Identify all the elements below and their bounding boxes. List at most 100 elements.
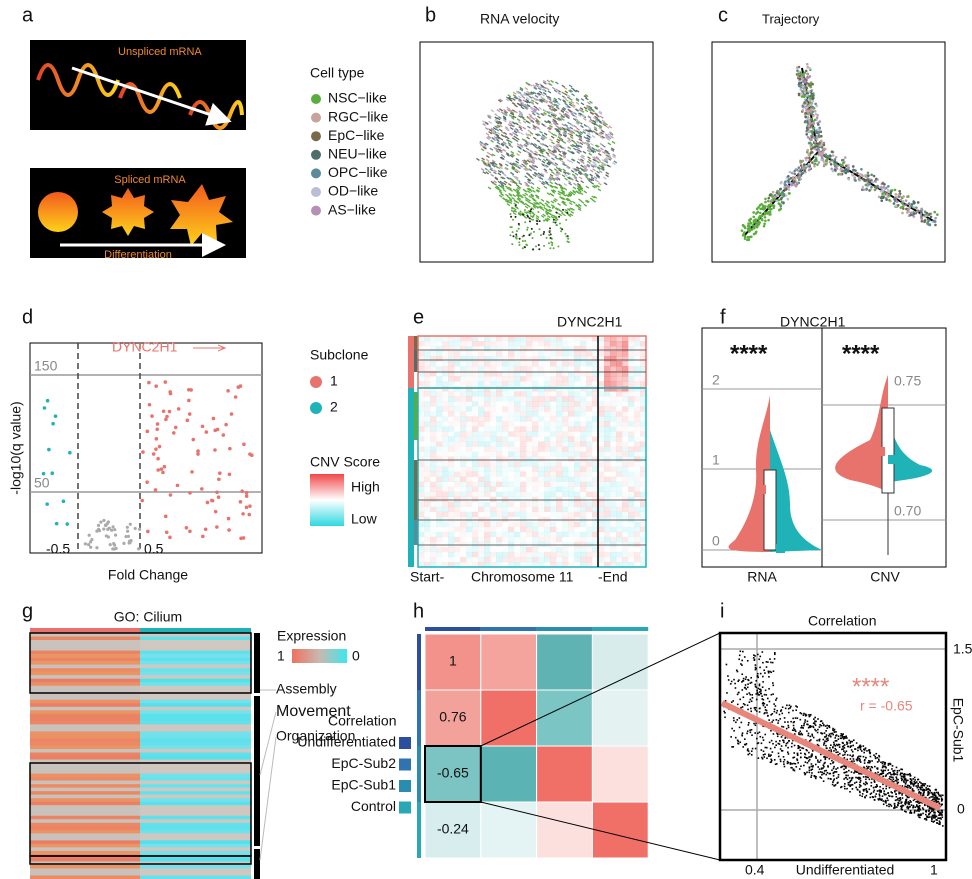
heat-cell — [30, 872, 140, 876]
velocity-arrow — [539, 148, 542, 150]
heat-cell — [562, 431, 568, 436]
cell-dot — [874, 189, 877, 192]
cell-dot — [802, 109, 805, 112]
up-point — [222, 433, 226, 437]
cell-dot — [874, 180, 877, 183]
trajectory — [744, 68, 935, 236]
heat-cell — [550, 462, 556, 467]
heat-cell — [30, 644, 140, 648]
heat-cell — [604, 492, 610, 497]
heat-cell — [478, 426, 484, 431]
col-bar — [425, 627, 481, 631]
heat-cell — [514, 537, 520, 542]
heat-cell — [460, 487, 466, 492]
heat-cell — [598, 356, 604, 361]
heat-cell — [598, 416, 604, 421]
heat-cell — [460, 381, 466, 386]
heat-cell — [580, 386, 586, 391]
velocity-arrow — [545, 145, 548, 147]
heat-cell — [496, 426, 502, 431]
matrix-cell — [537, 690, 593, 746]
heat-cell — [484, 426, 490, 431]
y-tick-label: 0 — [957, 801, 965, 817]
legend-swatch — [311, 131, 321, 141]
cell-dot — [747, 236, 750, 239]
up-point — [196, 452, 200, 456]
cell-dot — [844, 156, 847, 159]
heat-cell — [30, 865, 140, 869]
heat-cell — [514, 502, 520, 507]
velocity-arrow — [557, 103, 560, 105]
velocity-arrow — [507, 196, 510, 198]
heat-cell — [610, 532, 616, 537]
heat-cell — [418, 527, 424, 532]
cell-dot — [538, 244, 540, 246]
heat-cell — [598, 457, 604, 462]
ns-point — [102, 527, 105, 530]
velocity-arrow — [544, 186, 547, 188]
heat-cell — [526, 436, 532, 441]
heat-cell — [526, 512, 532, 517]
heat-cell — [532, 547, 538, 552]
heat-cell — [628, 552, 634, 557]
heat-cell — [556, 512, 562, 517]
velocity-arrow — [542, 124, 545, 126]
heat-cell — [610, 351, 616, 356]
heat-cell — [520, 401, 526, 406]
heat-cell — [472, 356, 478, 361]
heat-cell — [610, 411, 616, 416]
heat-cell — [556, 406, 562, 411]
heat-cell — [538, 416, 544, 421]
heat-cell — [532, 492, 538, 497]
heat-cell — [442, 441, 448, 446]
ns-point — [97, 524, 100, 527]
velocity-arrow — [596, 180, 599, 182]
heat-cell — [424, 336, 430, 341]
cell-dot — [905, 203, 908, 206]
heat-cell — [538, 426, 544, 431]
cell-dot — [930, 216, 933, 219]
heat-cell — [454, 547, 460, 552]
cell-dot — [796, 69, 799, 72]
heat-cell — [634, 482, 640, 487]
legend-label: OD−like — [328, 183, 378, 199]
heat-cell — [140, 840, 251, 844]
heat-cell — [30, 777, 140, 781]
heat-cell — [520, 416, 526, 421]
up-point — [164, 515, 168, 519]
heat-cell — [586, 441, 592, 446]
heat-cell — [622, 507, 628, 512]
cell-dot — [813, 107, 816, 110]
velocity-arrow — [515, 134, 518, 136]
up-point — [236, 385, 240, 389]
heat-cell — [622, 532, 628, 537]
heat-cell — [532, 467, 538, 472]
heat-cell — [616, 522, 622, 527]
heat-cell — [140, 738, 251, 742]
heat-cell — [526, 381, 532, 386]
up-point — [188, 529, 192, 533]
heat-cell — [556, 436, 562, 441]
panel-a: a Unspliced mRNA Spliced mRNA Differenti… — [22, 4, 246, 261]
cell-dot — [817, 129, 820, 132]
heat-cell — [556, 527, 562, 532]
heat-cell — [544, 406, 550, 411]
heat-cell — [622, 482, 628, 487]
heat-cell — [604, 426, 610, 431]
matrix-cell — [537, 634, 593, 690]
velocity-arrow — [514, 111, 517, 113]
heat-cell — [514, 426, 520, 431]
velocity-arrow — [488, 187, 491, 189]
heat-cell — [556, 361, 562, 366]
point — [804, 721, 806, 723]
heat-cell — [586, 431, 592, 436]
velocity-arrow — [486, 159, 489, 161]
heat-cell — [448, 416, 454, 421]
cell-dot — [820, 135, 823, 138]
y-tick-label: 1 — [712, 452, 720, 468]
heat-cell — [442, 426, 448, 431]
heat-cell — [30, 844, 140, 848]
cell-dot — [798, 94, 801, 97]
velocity-arrow — [519, 183, 522, 185]
point — [921, 787, 923, 789]
